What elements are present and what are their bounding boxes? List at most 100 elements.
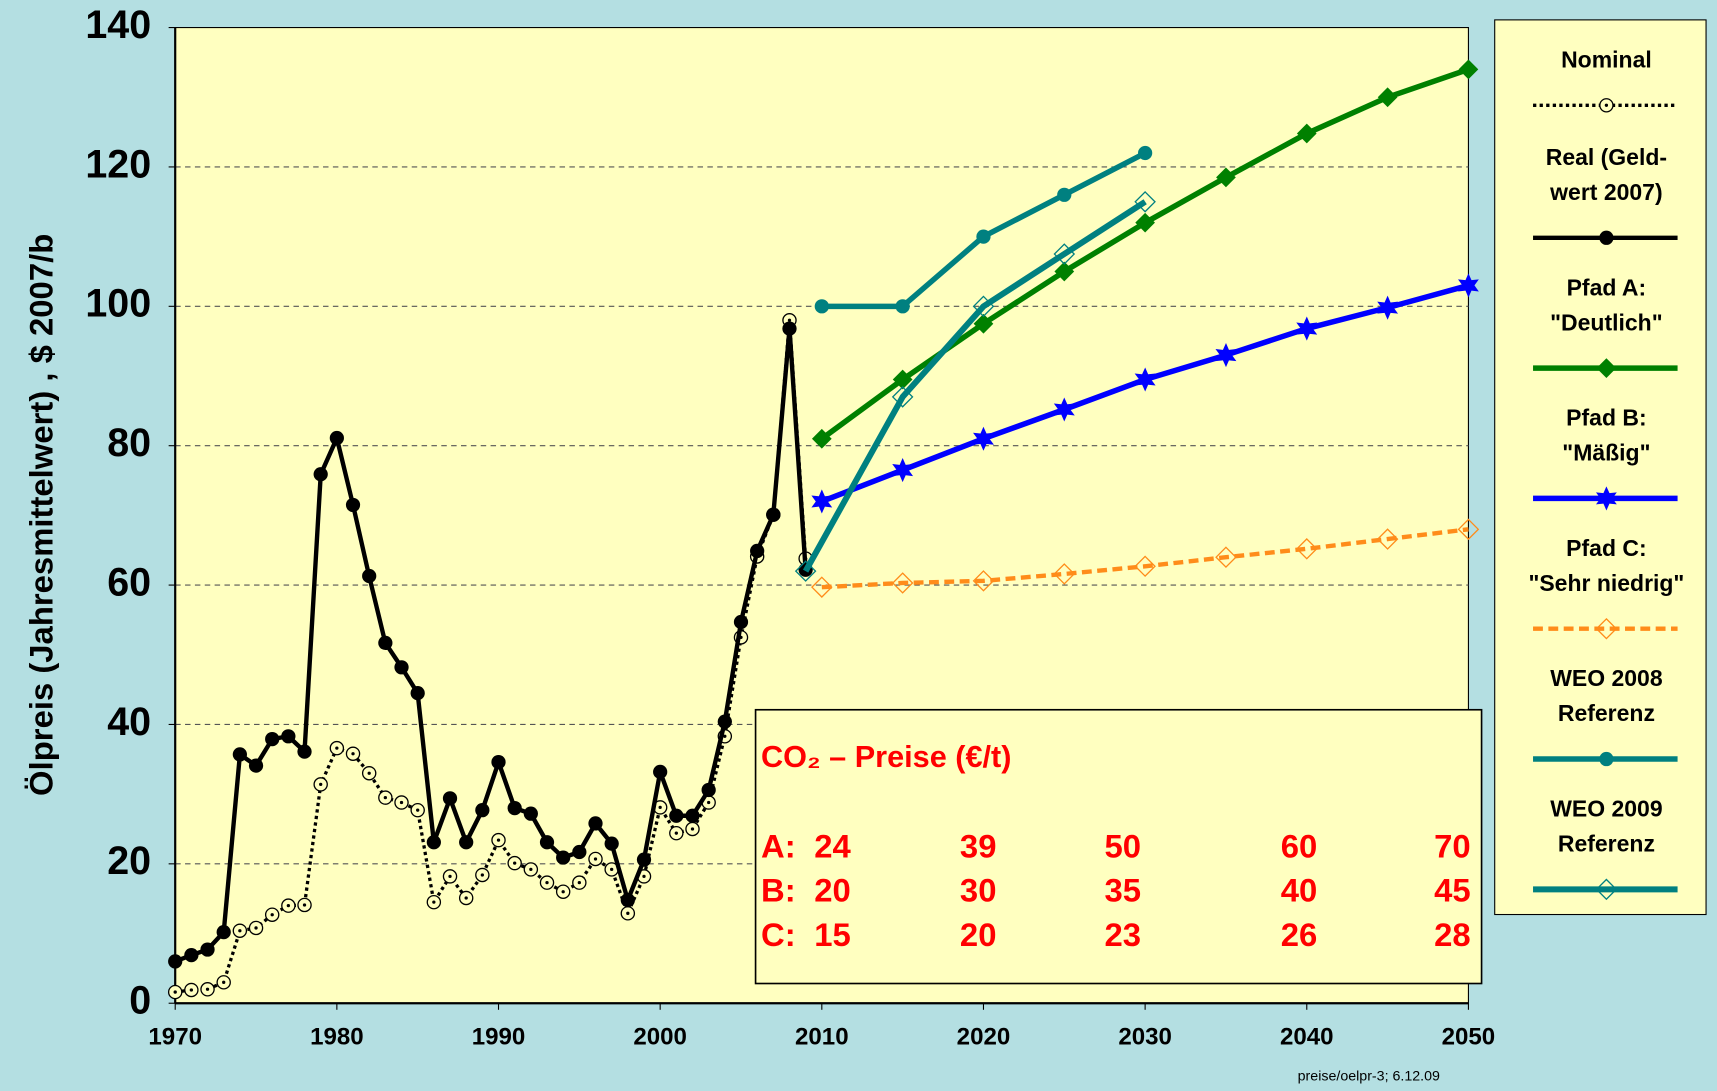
- marker: [313, 777, 328, 792]
- marker-dot: [658, 805, 662, 810]
- marker: [248, 920, 264, 936]
- marker-shape: [394, 660, 409, 675]
- marker-dot: [351, 752, 355, 756]
- marker: [426, 835, 441, 850]
- marker: [458, 890, 474, 906]
- x-tick-label: 1980: [310, 1024, 364, 1051]
- marker-shape: [1595, 617, 1618, 640]
- marker: [442, 869, 458, 884]
- marker: [895, 299, 910, 314]
- marker-shape: [1376, 528, 1399, 550]
- marker: [972, 295, 995, 318]
- marker: [892, 458, 914, 483]
- marker: [1457, 518, 1480, 541]
- marker: [459, 835, 474, 850]
- marker: [1458, 273, 1479, 298]
- marker: [265, 731, 280, 747]
- marker: [620, 906, 636, 921]
- marker-dot: [674, 831, 678, 835]
- marker-shape: [1296, 316, 1318, 341]
- x-tick-label: 2010: [795, 1024, 849, 1051]
- marker-shape: [1057, 187, 1072, 202]
- marker: [1215, 546, 1237, 568]
- co2-value: 70: [1434, 827, 1471, 864]
- marker-dot: [529, 867, 533, 872]
- marker: [507, 855, 522, 871]
- marker-shape: [442, 791, 458, 806]
- marker: [539, 835, 555, 850]
- marker: [556, 850, 571, 865]
- marker-dot: [205, 987, 210, 991]
- marker-shape: [1599, 751, 1614, 767]
- marker-shape: [491, 754, 506, 770]
- marker-shape: [653, 764, 668, 779]
- marker: [410, 802, 425, 818]
- marker-shape: [1138, 145, 1153, 161]
- marker-shape: [329, 430, 344, 446]
- marker-shape: [892, 458, 914, 483]
- co2-value: 39: [960, 827, 997, 864]
- marker-dot: [690, 827, 695, 831]
- marker: [491, 832, 506, 848]
- marker-shape: [636, 852, 652, 867]
- marker-dot: [561, 890, 565, 894]
- marker-shape: [1596, 358, 1617, 378]
- marker-shape: [1595, 878, 1618, 901]
- marker-dot: [513, 861, 517, 865]
- marker-dot: [723, 734, 727, 738]
- marker-dot: [432, 900, 436, 904]
- marker-shape: [378, 635, 393, 651]
- marker-shape: [572, 844, 587, 860]
- marker-shape: [891, 572, 914, 594]
- marker-shape: [539, 835, 555, 850]
- marker: [891, 572, 914, 594]
- series-line: [174, 326, 808, 964]
- marker-shape: [973, 426, 994, 451]
- marker: [232, 923, 248, 938]
- marker: [572, 844, 587, 860]
- marker-dot: [1604, 103, 1609, 107]
- marker-shape: [1053, 243, 1076, 265]
- marker: [442, 791, 458, 806]
- marker: [1215, 343, 1237, 368]
- marker-shape: [604, 836, 619, 851]
- marker: [685, 808, 700, 823]
- marker: [264, 907, 280, 922]
- marker-shape: [811, 489, 833, 514]
- marker-dot: [416, 808, 420, 812]
- marker: [1134, 367, 1156, 392]
- marker: [1134, 555, 1156, 578]
- x-tick-label: 1970: [148, 1024, 202, 1051]
- marker-shape: [1053, 397, 1075, 422]
- marker-shape: [973, 313, 994, 334]
- marker-shape: [685, 808, 700, 823]
- marker: [669, 808, 684, 823]
- marker: [701, 782, 716, 798]
- marker: [410, 685, 425, 701]
- legend-label: Pfad B: "Mäßig": [1562, 405, 1650, 466]
- marker-shape: [1295, 538, 1318, 560]
- marker: [539, 875, 555, 890]
- marker-shape: [1377, 87, 1398, 108]
- marker-shape: [895, 299, 910, 314]
- legend-label: WEO 2008 Referenz: [1550, 665, 1663, 726]
- marker: [1053, 563, 1076, 585]
- marker: [1053, 397, 1075, 422]
- marker-shape: [717, 714, 732, 729]
- marker: [1134, 190, 1156, 213]
- marker-shape: [1599, 230, 1614, 245]
- marker: [1138, 145, 1153, 161]
- marker-dot: [577, 881, 581, 885]
- marker-shape: [972, 295, 995, 318]
- marker: [733, 614, 749, 630]
- marker-shape: [782, 321, 797, 336]
- x-tick-label: 2030: [1118, 1024, 1172, 1051]
- marker: [685, 821, 700, 837]
- y-tick-label: 20: [107, 839, 151, 883]
- co2-title: CO₂ – Preise (€/t): [761, 740, 1011, 774]
- marker: [892, 369, 913, 390]
- marker-dot: [383, 795, 387, 800]
- marker: [297, 744, 312, 759]
- marker: [1599, 751, 1614, 767]
